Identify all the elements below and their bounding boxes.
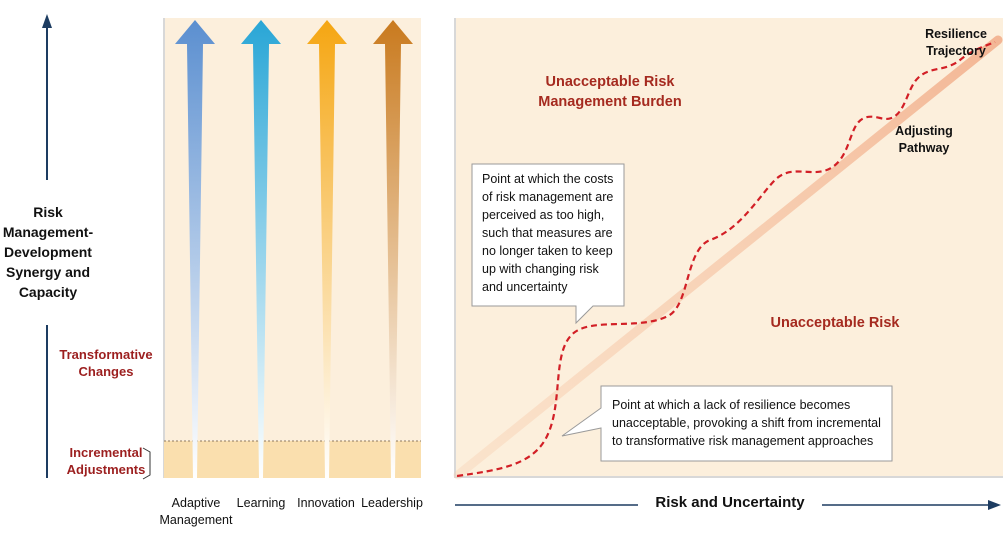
callout-top-line: no longer taken to keep [482,244,613,258]
left-panel-background [164,18,421,478]
callout-top-line: Point at which the costs [482,172,614,186]
x-axis-title: Risk and Uncertainty [655,494,805,511]
incremental-adjustments-label: Incremental Adjustments [56,444,156,478]
callout-top-line: perceived as too high, [482,208,605,222]
incremental-line: Adjustments [66,462,146,477]
resilience-trajectory-band [453,35,1003,480]
adjusting-pathway-label: Adjusting Pathway [882,123,966,157]
adjusting-pathway-line-text: Pathway [898,141,950,155]
arrow-adaptive-management [175,20,215,478]
region-top-line: Unacceptable Risk [545,74,675,90]
resilience-trajectory-label: Resilience Trajectory [916,26,996,60]
column-label-leadership: Leadership [356,495,428,512]
column-label-adaptive-management: Adaptive Management [152,495,240,529]
callout-bottom-text: Point at which a lack of resilience beco… [612,396,888,450]
callout-top-line: and uncertainty [482,280,568,294]
column-label-innovation: Innovation [290,495,362,512]
x-axis-arrowhead [988,500,1001,510]
arrow-innovation [307,20,347,478]
y-axis-title: Risk Management- Development Synergy and… [0,202,96,302]
column-label-line: Management [159,513,233,527]
resilience-trajectory-line: Trajectory [926,44,986,58]
callout-top-line: such that measures are [482,226,613,240]
y-axis-title-line: Development [4,244,92,260]
adjusting-pathway-line [456,40,996,478]
y-axis-title-line: Management- [2,224,94,240]
unacceptable-burden-region-label: Unacceptable Risk Management Burden [500,72,720,112]
column-label-learning: Learning [226,495,296,512]
callout-top-line: of risk management are [482,190,614,204]
incremental-line: Incremental [69,445,143,460]
resilience-trajectory-line: Resilience [925,27,987,41]
y-axis-title-line: Synergy and [5,264,91,280]
incremental-bracket [142,447,151,480]
arrow-leadership [373,20,413,478]
region-top-line: Management Burden [538,94,682,110]
y-axis-arrowhead [42,14,52,28]
callout-bottom-line: Point at which a lack of resilience beco… [612,398,851,412]
column-label-line: Learning [236,496,286,510]
adjusting-pathway-line-text: Adjusting [895,124,953,138]
transformative-changes-label: Transformative Changes [52,346,160,380]
callout-top-line: up with changing risk [482,262,599,276]
column-label-line: Leadership [361,496,423,510]
y-axis-title-line: Capacity [18,284,78,300]
callout-bottom-line: to transformative risk management approa… [612,434,874,448]
callout-top-text: Point at which the costs of risk managem… [482,170,622,296]
unacceptable-risk-region-label: Unacceptable Risk [770,315,900,331]
transformative-line: Changes [78,364,134,379]
incremental-band [164,441,421,478]
callout-top-box [471,163,625,325]
callout-bottom-line: unacceptable, provoking a shift from inc… [612,416,881,430]
transformative-line: Transformative [59,347,153,362]
y-axis-title-line: Risk [33,204,63,220]
arrow-learning [241,20,281,478]
column-label-line: Adaptive [171,496,221,510]
callout-bottom-box [561,385,893,462]
column-label-line: Innovation [297,496,355,510]
